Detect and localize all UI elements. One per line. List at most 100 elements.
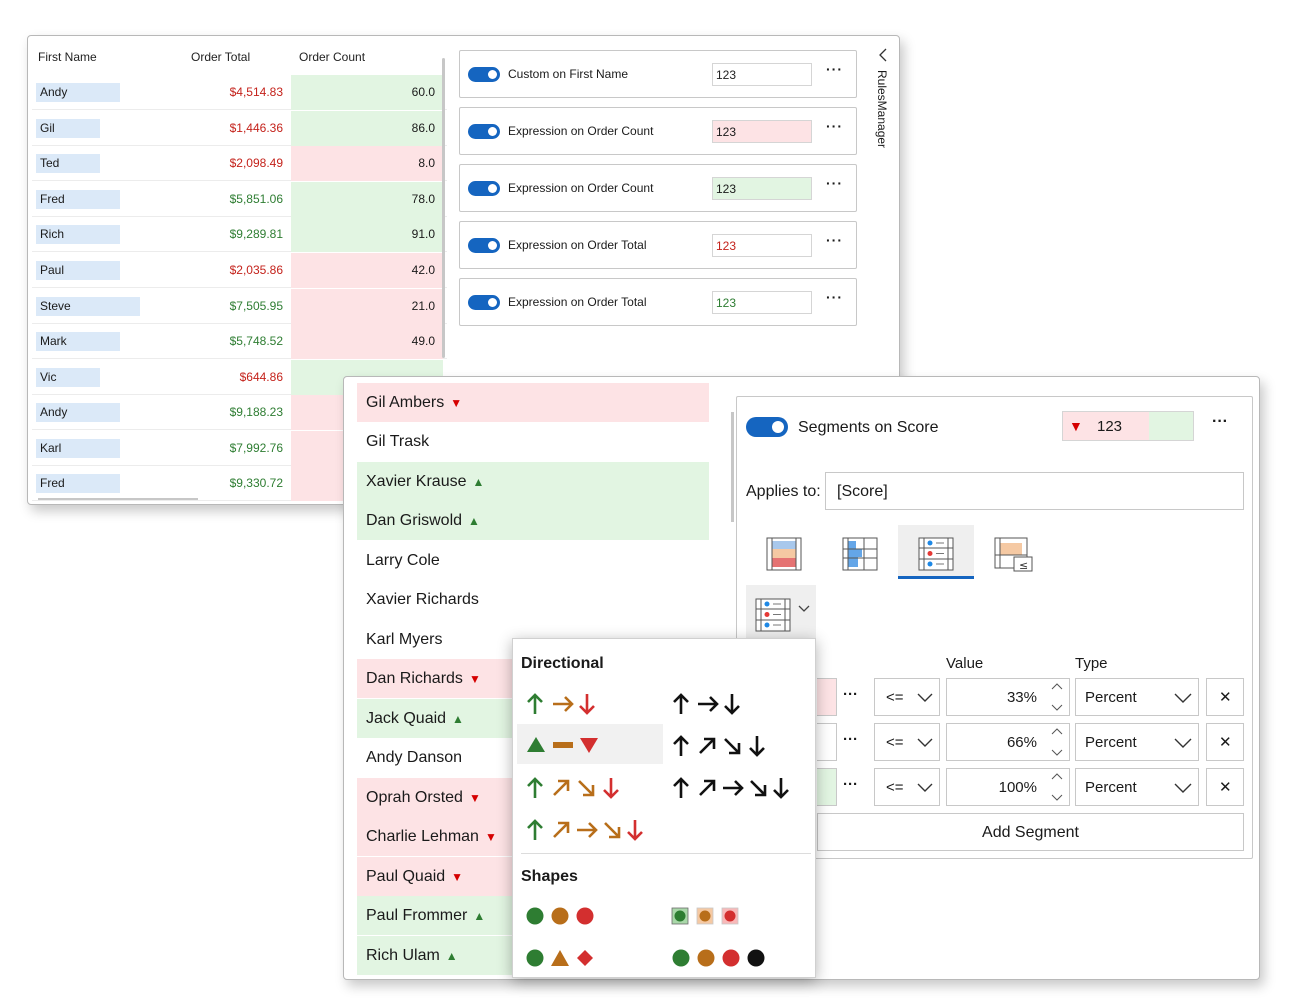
icon-set-dropdown[interactable] — [746, 585, 816, 640]
arrows-4-black-icon[interactable] — [671, 733, 771, 759]
header-order-total[interactable]: Order Total — [191, 50, 251, 64]
circles-4-colored-icon[interactable] — [671, 947, 771, 969]
list-item[interactable]: Xavier Krause ▲ — [357, 462, 709, 501]
expression-format-button[interactable]: ≤ — [974, 525, 1050, 579]
segment-type-select[interactable]: Percent — [1075, 723, 1199, 761]
segment-rule-more-button[interactable]: ··· — [1212, 413, 1228, 430]
list-item[interactable]: Andy Danson — [357, 738, 709, 777]
arrows-3-black-icon[interactable] — [671, 691, 745, 717]
order-total-cell: $5,748.52 — [229, 334, 283, 348]
spin-arrows-icon[interactable] — [1051, 682, 1063, 712]
segment-value-stepper[interactable]: 100% — [946, 768, 1070, 806]
order-count-cell: 21.0 — [291, 289, 443, 324]
segment-operator-select[interactable]: <= — [874, 768, 940, 806]
triangle-up-icon: ▲ — [445, 949, 458, 963]
list-item[interactable]: Gil Trask — [357, 422, 709, 461]
rule-preview: 123 — [712, 120, 812, 143]
triangle-down-icon: ▼ — [450, 396, 463, 410]
shapes-3-colored-icon[interactable] — [525, 947, 599, 969]
rule-card[interactable]: Expression on Order Total 123 ··· — [459, 221, 857, 269]
segment-type-select[interactable]: Percent — [1075, 768, 1199, 806]
remove-segment-button[interactable]: ✕ — [1206, 678, 1244, 716]
list-item[interactable]: Karl Myers — [357, 620, 709, 659]
spin-arrows-icon[interactable] — [1051, 772, 1063, 802]
grid-window: First Name Order Total Order Count Andy … — [27, 35, 900, 505]
rule-preview: 123 — [712, 177, 812, 200]
directional-header: Directional — [521, 655, 604, 672]
segment-type-select[interactable]: Percent — [1075, 678, 1199, 716]
rule-card[interactable]: Expression on Order Count 123 ··· — [459, 107, 857, 155]
remove-segment-button[interactable]: ✕ — [1206, 768, 1244, 806]
table-row[interactable]: Andy $4,514.83 60.0 — [32, 75, 447, 110]
applies-to-input[interactable]: [Score] — [825, 472, 1244, 510]
chevron-down-icon — [917, 693, 933, 702]
rule-label: Expression on Order Count — [508, 124, 654, 138]
arrows-4-colored-icon[interactable] — [525, 775, 625, 801]
rule-enabled-toggle[interactable] — [468, 124, 500, 139]
applies-to-label: Applies to: — [746, 483, 821, 500]
grid-vertical-scrollbar[interactable] — [442, 58, 445, 358]
grid-horizontal-scrollbar[interactable] — [38, 498, 198, 500]
header-first-name[interactable]: First Name — [38, 50, 97, 64]
rule-more-button[interactable]: ··· — [826, 232, 843, 248]
rule-more-button[interactable]: ··· — [826, 118, 843, 134]
table-row[interactable]: Fred $5,851.06 78.0 — [32, 182, 447, 217]
rule-more-button[interactable]: ··· — [826, 289, 843, 305]
person-name: Oprah Orsted — [366, 789, 463, 806]
table-row[interactable]: Gil $1,446.36 86.0 — [32, 111, 447, 146]
rule-more-button[interactable]: ··· — [826, 175, 843, 191]
remove-segment-button[interactable]: ✕ — [1206, 723, 1244, 761]
segment-operator-select[interactable]: <= — [874, 723, 940, 761]
list-item[interactable]: Gil Ambers ▼ — [357, 383, 709, 422]
segment-rule-toggle[interactable] — [746, 417, 788, 437]
table-row[interactable]: Paul $2,035.86 42.0 — [32, 253, 447, 288]
icon-set-format-button[interactable] — [898, 525, 974, 579]
segment-operator-select[interactable]: <= — [874, 678, 940, 716]
segment-value-stepper[interactable]: 66% — [946, 723, 1070, 761]
list-scrollbar[interactable] — [731, 412, 734, 522]
order-total-cell: $9,330.72 — [229, 476, 283, 490]
arrows-3-colored-icon[interactable] — [525, 691, 599, 717]
arrows-5-colored-icon[interactable] — [525, 817, 649, 843]
spin-arrows-icon[interactable] — [1051, 727, 1063, 757]
first-name-cell: Ted — [36, 154, 100, 173]
segment-color-swatch[interactable] — [817, 678, 837, 716]
arrows-5-black-icon[interactable] — [671, 775, 795, 801]
add-segment-button[interactable]: Add Segment — [817, 813, 1244, 851]
triangle-up-icon: ▲ — [472, 475, 485, 489]
data-bar-format-button[interactable] — [822, 525, 898, 579]
rules-manager-tab[interactable]: RulesManager — [875, 48, 895, 188]
list-item[interactable]: Xavier Richards — [357, 580, 709, 619]
header-order-count[interactable]: Order Count — [299, 50, 366, 64]
order-total-cell: $7,505.95 — [229, 299, 283, 313]
table-row[interactable]: Steve $7,505.95 21.0 — [32, 289, 447, 324]
order-count-cell: 42.0 — [291, 253, 443, 288]
table-row[interactable]: Mark $5,748.52 49.0 — [32, 324, 447, 359]
framed-circles-3-icon[interactable] — [671, 905, 745, 927]
segment-more-button[interactable]: ··· — [843, 731, 858, 748]
rule-enabled-toggle[interactable] — [468, 67, 500, 82]
segment-more-button[interactable]: ··· — [843, 776, 858, 793]
shapes-header: Shapes — [521, 868, 578, 885]
segment-color-swatch[interactable] — [817, 723, 837, 761]
list-item[interactable]: Larry Cole — [357, 541, 709, 580]
rule-more-button[interactable]: ··· — [826, 61, 843, 77]
rule-card[interactable]: Custom on First Name 123 ··· — [459, 50, 857, 98]
order-count-cell: 49.0 — [291, 324, 443, 359]
rule-enabled-toggle[interactable] — [468, 295, 500, 310]
segment-rule-editor: Segments on Score ▼ 123 ··· Applies to: … — [736, 396, 1253, 859]
segment-more-button[interactable]: ··· — [843, 686, 858, 703]
segment-color-swatch[interactable] — [817, 768, 837, 806]
list-item[interactable]: Dan Griswold ▲ — [357, 501, 709, 540]
table-row[interactable]: Rich $9,289.81 91.0 — [32, 217, 447, 252]
rule-card[interactable]: Expression on Order Count 123 ··· — [459, 164, 857, 212]
rule-enabled-toggle[interactable] — [468, 181, 500, 196]
rule-card[interactable]: Expression on Order Total 123 ··· — [459, 278, 857, 326]
segment-value-stepper[interactable]: 33% — [946, 678, 1070, 716]
color-scale-format-button[interactable] — [746, 525, 822, 579]
triangles-3-colored-icon[interactable] — [525, 734, 599, 756]
rule-enabled-toggle[interactable] — [468, 238, 500, 253]
table-row[interactable]: Ted $2,098.49 8.0 — [32, 146, 447, 181]
order-count-cell: 91.0 — [291, 217, 443, 252]
circles-3-colored-icon[interactable] — [525, 905, 599, 927]
